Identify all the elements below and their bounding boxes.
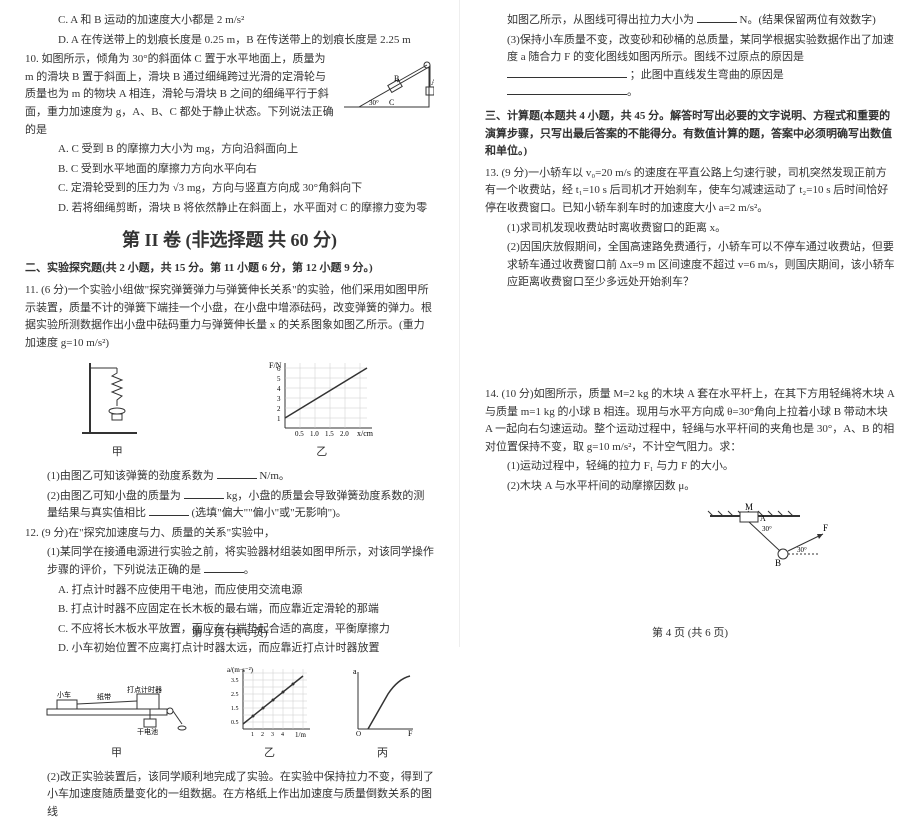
q12-3: (3)保持小车质量不变，改变砂和砂桶的总质量，某同学根据实验数据作出了加速度 a… <box>485 32 895 102</box>
af-curve: a F O <box>348 664 418 739</box>
q10-d: D. 若将细绳剪断，滑块 B 将依然静止在斜面上，水平面对 C 的摩擦力变为零 <box>25 200 434 218</box>
blank <box>217 468 257 479</box>
spacer <box>485 294 895 384</box>
blank <box>697 12 737 23</box>
svg-text:a: a <box>353 667 357 676</box>
svg-text:4: 4 <box>277 385 281 393</box>
rod-ball-figure: M A 30° B F 30° <box>705 501 835 581</box>
svg-text:4: 4 <box>281 732 284 738</box>
section-3-title: 三、计算题(本题共 4 小题，共 45 分。解答时写出必要的文字说明、方程式和重… <box>485 108 895 161</box>
q11-1-unit: N/m。 <box>259 470 290 482</box>
blank <box>184 488 224 499</box>
q14-2: (2)木块 A 与水平杆间的动摩擦因数 μ。 <box>485 478 895 496</box>
blank <box>204 562 244 573</box>
q14-1: (1)运动过程中，轻绳的拉力 F₁ 与力 F 的大小。 <box>485 458 895 476</box>
svg-text:F: F <box>823 523 828 533</box>
q10-opt-c: C. A 和 B 运动的加速度大小都是 2 m/s² <box>25 12 434 30</box>
q12-cont-text: 如图乙所示，从图线可得出拉力大小为 <box>507 14 694 26</box>
svg-text:0.5: 0.5 <box>295 430 304 438</box>
svg-text:B: B <box>775 558 781 568</box>
svg-text:1/m: 1/m <box>295 731 306 739</box>
fig-label-yi: 乙 <box>267 444 377 462</box>
q13-1: (1)求司机发现收费站时离收费窗口的距离 x。 <box>485 220 895 238</box>
q12-d: D. 小车初始位置不应离打点计时器太远，而应靠近打点计时器放置 <box>25 640 434 658</box>
blank <box>507 67 627 78</box>
cart-apparatus-figure: 小车 纸带 打点计时器 干电池 <box>42 684 192 739</box>
page-3: C. A 和 B 运动的加速度大小都是 2 m/s² D. A 在传送带上的划痕… <box>0 0 460 647</box>
q11-intro: 11. (6 分)一个实验小组做"探究弹簧弹力与弹簧伸长关系"的实验，他们采用如… <box>25 282 434 352</box>
svg-text:30°: 30° <box>797 546 807 554</box>
blank <box>149 505 189 516</box>
spring-apparatus-figure <box>82 358 152 438</box>
svg-text:3: 3 <box>277 395 281 403</box>
section-2-title: 第 II 卷 (非选择题 共 60 分) <box>25 226 434 255</box>
fig-label-jia: 甲 <box>82 444 152 462</box>
page-4: 如图乙所示，从图线可得出拉力大小为 N。(结果保留两位有效数字) (3)保持小车… <box>460 0 920 647</box>
q12-b: B. 打点计时器不应固定在长木板的最右端，而应靠近定滑轮的那端 <box>25 601 434 619</box>
svg-text:5: 5 <box>277 375 281 383</box>
fx-graph: F/N x/cm 12 34 56 0.51.0 1.52.0 <box>267 358 377 438</box>
q11-2c-text: (选填"偏大""偏小"或"无影响")。 <box>192 507 347 519</box>
page-num-3: 第 3 页 (共 6 页) <box>0 625 459 643</box>
fig-label-jia2: 甲 <box>42 745 192 763</box>
svg-text:O: O <box>356 730 361 738</box>
svg-text:1.0: 1.0 <box>310 430 319 438</box>
q14-intro: 14. (10 分)如图所示，质量 M=2 kg 的木块 A 套在水平杆上，在其… <box>485 386 895 456</box>
q11-2: (2)由图乙可知小盘的质量为 kg，小盘的质量会导致弹簧劲度系数的测量结果与真实… <box>25 488 434 523</box>
a-graph: a/(m·s⁻²) 1/m 0.5 1.5 2.5 3.5 1 2 3 4 <box>225 664 315 739</box>
svg-text:A: A <box>431 78 434 87</box>
svg-text:3.5: 3.5 <box>231 678 239 684</box>
svg-text:6: 6 <box>277 365 281 373</box>
q12-intro: 12. (9 分)在"探究加速度与力、质量的关系"实验中， <box>25 525 434 543</box>
svg-text:纸带: 纸带 <box>97 692 111 701</box>
svg-text:F: F <box>408 729 413 738</box>
svg-text:2.0: 2.0 <box>340 430 349 438</box>
section-2-sub: 二、实验探究题(共 2 小题，共 15 分。第 11 小题 6 分，第 12 小… <box>25 260 434 278</box>
svg-text:a/(m·s⁻²): a/(m·s⁻²) <box>227 666 254 674</box>
q12-2: (2)改正实验装置后，该同学顺利地完成了实验。在实验中保持拉力不变，得到了小车加… <box>25 769 434 822</box>
svg-text:1.5: 1.5 <box>231 706 239 712</box>
svg-text:2: 2 <box>261 732 264 738</box>
svg-text:1.5: 1.5 <box>325 430 334 438</box>
svg-text:30°: 30° <box>762 525 772 533</box>
fig-label-bing: 丙 <box>348 745 418 763</box>
svg-text:3: 3 <box>271 732 274 738</box>
svg-text:打点计时器: 打点计时器 <box>127 685 162 694</box>
blank <box>507 84 627 95</box>
page-num-4: 第 4 页 (共 6 页) <box>460 625 920 643</box>
svg-text:2: 2 <box>277 405 281 413</box>
svg-text:0.5: 0.5 <box>231 720 239 726</box>
q12-3b-text: ；此图中直线发生弯曲的原因是 <box>630 69 784 81</box>
incline-figure: B A C 30° <box>339 57 434 112</box>
svg-text:C: C <box>389 98 394 107</box>
fig-label-yi2: 乙 <box>225 745 315 763</box>
svg-text:2.5: 2.5 <box>231 692 239 698</box>
svg-text:A: A <box>760 514 766 523</box>
svg-text:M: M <box>745 502 753 512</box>
q10-b: B. C 受到水平地面的摩擦力方向水平向右 <box>25 161 434 179</box>
q12-cont-unit: N。(结果保留两位有效数字) <box>740 14 876 26</box>
q10-opt-d: D. A 在传送带上的划痕长度是 0.25 m，B 在传送带上的划痕长度是 2.… <box>25 32 434 50</box>
svg-text:1: 1 <box>251 732 254 738</box>
q12-1: (1)某同学在接通电源进行实验之前，将实验器材组装如图甲所示，对该同学操作步骤的… <box>25 544 434 579</box>
q13-intro: 13. (9 分)一小轿车以 v₀=20 m/s 的速度在平直公路上匀速行驶，司… <box>485 165 895 218</box>
svg-text:30°: 30° <box>369 99 379 107</box>
q10-a: A. C 受到 B 的摩擦力大小为 mg，方向沿斜面向上 <box>25 141 434 159</box>
q11-1-text: (1)由图乙可知该弹簧的劲度系数为 <box>47 470 214 482</box>
q12-a: A. 打点计时器不应使用干电池，而应使用交流电源 <box>25 582 434 600</box>
svg-text:1: 1 <box>277 415 281 423</box>
svg-text:干电池: 干电池 <box>137 727 158 736</box>
q12-figures: 小车 纸带 打点计时器 干电池 甲 <box>25 664 434 763</box>
q11-1: (1)由图乙可知该弹簧的劲度系数为 N/m。 <box>25 468 434 486</box>
q12-cont: 如图乙所示，从图线可得出拉力大小为 N。(结果保留两位有效数字) <box>485 12 895 30</box>
svg-text:B: B <box>394 74 399 83</box>
q13-2: (2)因国庆放假期间，全国高速路免费通行，小轿车可以不停车通过收费站，但要求轿车… <box>485 239 895 292</box>
svg-text:小车: 小车 <box>57 690 71 699</box>
q11-2a-text: (2)由图乙可知小盘的质量为 <box>47 490 181 502</box>
q12-3a-text: (3)保持小车质量不变，改变砂和砂桶的总质量，某同学根据实验数据作出了加速度 a… <box>507 34 894 64</box>
q11-figures: 甲 F/N x/cm 12 34 56 <box>25 358 434 462</box>
svg-text:x/cm: x/cm <box>357 429 374 438</box>
q10-c: C. 定滑轮受到的压力为 √3 mg，方向与竖直方向成 30°角斜向下 <box>25 180 434 198</box>
